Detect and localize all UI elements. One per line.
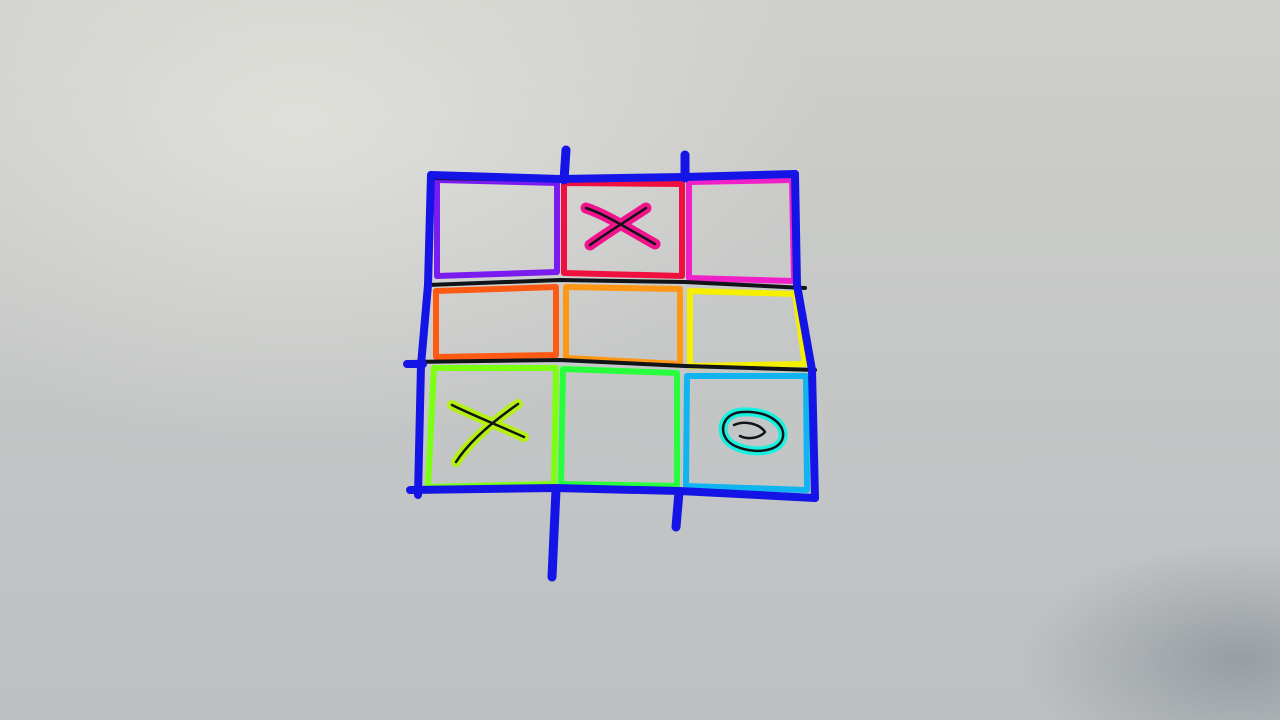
cell-top-left[interactable] [434,177,560,279]
board-marks [447,202,788,467]
frame-outer-bottom [406,484,819,502]
board-frame [403,145,819,582]
x-mark-bottom-left [447,399,529,467]
cell-bottom-middle[interactable] [558,366,680,489]
cell-bottom-right[interactable] [683,373,810,493]
cell-middle-right[interactable] [687,288,808,369]
cell-middle-left[interactable] [433,284,559,360]
frame-vertical-left-stub-bottom [547,485,561,582]
frame-outer-right [791,170,819,502]
frame-vertical-left-stub-top [559,145,571,185]
cell-top-right[interactable] [686,177,797,284]
frame-outer-left [414,171,435,499]
cell-top-middle[interactable] [561,180,685,279]
cell-center[interactable] [563,284,683,367]
frame-vertical-right-stub-bottom [671,487,684,532]
cell-bottom-left[interactable] [425,365,559,490]
o-mark-bottom-right [718,407,788,456]
frame-outer-top [427,170,799,183]
x-mark-top-middle [580,202,661,251]
